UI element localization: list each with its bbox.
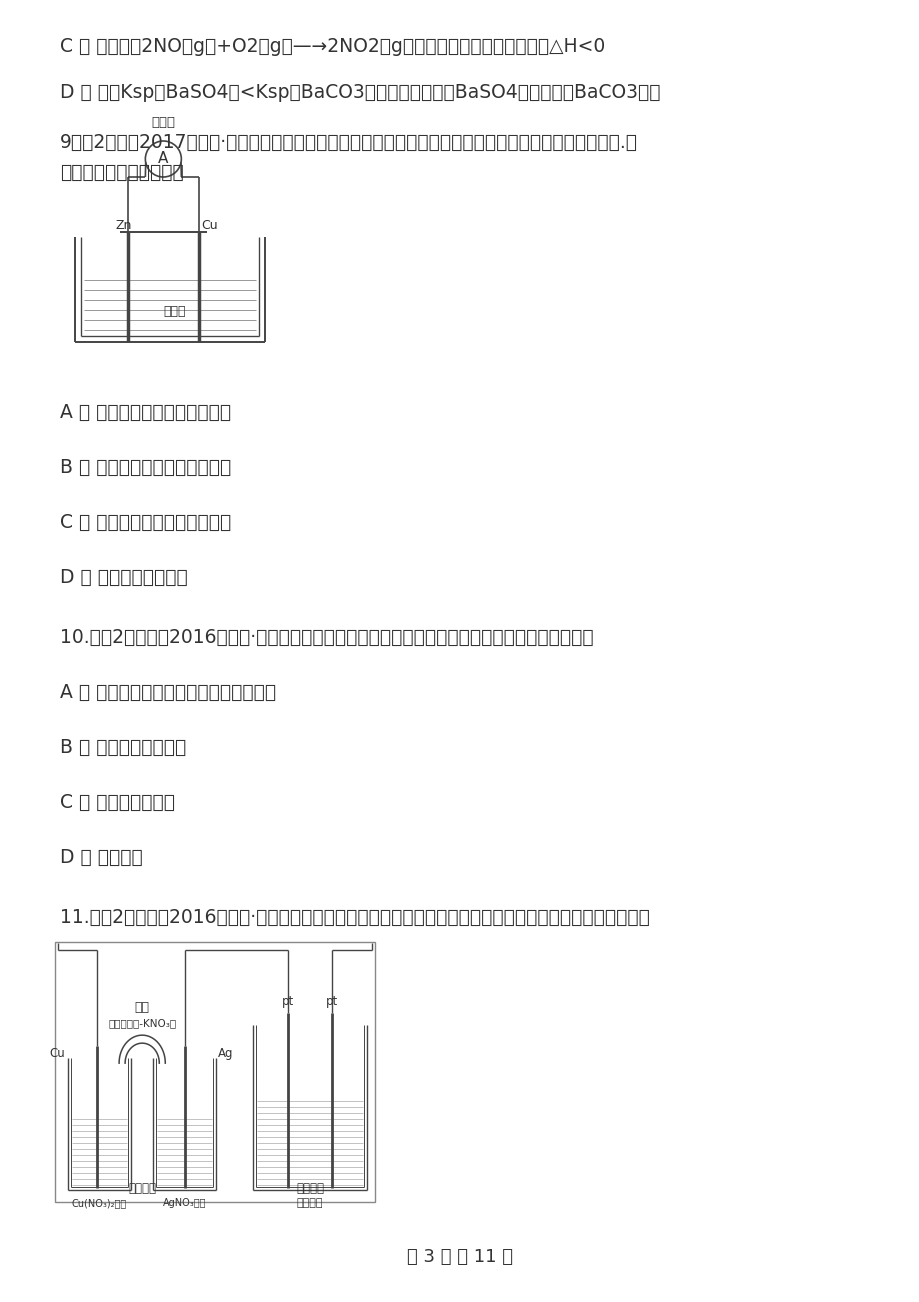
Text: D ． 水的分解: D ． 水的分解 xyxy=(60,848,142,867)
Circle shape xyxy=(145,141,181,177)
Text: pt: pt xyxy=(282,995,294,1008)
Text: C ． 一段时间后，铜片质量减轻: C ． 一段时间后，铜片质量减轻 xyxy=(60,513,231,531)
Text: C ． 石灰石高温崻烧: C ． 石灰石高温崻烧 xyxy=(60,793,175,811)
Text: （琼脂溶膜-KNO₃）: （琼脂溶膜-KNO₃） xyxy=(108,1018,176,1029)
Text: 稀硫酸: 稀硫酸 xyxy=(164,306,186,319)
Text: D ． 由于Ksp（BaSO4）<Ksp（BaCO3），因此不可能使BaSO4沉淀转化为BaCO3沉淀: D ． 由于Ksp（BaSO4）<Ksp（BaCO3），因此不可能使BaSO4沉… xyxy=(60,82,660,102)
Text: 电流计: 电流计 xyxy=(152,116,176,129)
Text: 列叙述正确的是（　　）: 列叙述正确的是（ ） xyxy=(60,163,184,181)
Text: 某盐溶液: 某盐溶液 xyxy=(297,1198,323,1208)
Text: C ． 常温下，2NO（g）+O2（g）—→2NO2（g）能够自发进行，则该反应的△H<0: C ． 常温下，2NO（g）+O2（g）—→2NO2（g）能够自发进行，则该反应… xyxy=(60,38,605,56)
Text: B ． 电流从铜片经导线流向锤片: B ． 电流从铜片经导线流向锤片 xyxy=(60,457,231,477)
Text: 10.　（2分）　（2016高一下·宁夏月考）下列反应中生成物总能量低于反应物总能量的是（　　）: 10. （2分） （2016高一下·宁夏月考）下列反应中生成物总能量低于反应物总… xyxy=(60,628,593,647)
Text: A ． 该装置将电能转变为化学能: A ． 该装置将电能转变为化学能 xyxy=(60,402,231,422)
Text: （甲池）: （甲池） xyxy=(128,1182,156,1195)
Text: Cu: Cu xyxy=(50,1047,65,1060)
Text: pt: pt xyxy=(325,995,338,1008)
Text: B ． 盐酸与金属镁反应: B ． 盐酸与金属镁反应 xyxy=(60,737,186,756)
Text: Zn: Zn xyxy=(115,219,131,232)
Text: A: A xyxy=(158,151,168,167)
Text: Cu(NO₃)₂溶液: Cu(NO₃)₂溶液 xyxy=(72,1198,127,1208)
Text: 盐桥: 盐桥 xyxy=(134,1001,150,1014)
Text: Cu: Cu xyxy=(201,219,218,232)
Text: （乙池）: （乙池） xyxy=(296,1182,323,1195)
Text: 9．（2分）（2017高二上·姜塾期末）如图所示，把锤片和铜片用导线相连后插入稀硫酸溶液中构成原电池.下: 9．（2分）（2017高二上·姜塾期末）如图所示，把锤片和铜片用导线相连后插入稀… xyxy=(60,133,637,151)
Bar xyxy=(55,943,375,1202)
Text: A ． 氯氧化钉晶体和氯化锨晶体混合反应: A ． 氯氧化钉晶体和氯化锨晶体混合反应 xyxy=(60,682,276,702)
Text: 第 3 页 共 11 页: 第 3 页 共 11 页 xyxy=(406,1249,513,1266)
Text: AgNO₃溶液: AgNO₃溶液 xyxy=(163,1198,207,1208)
Text: Ag: Ag xyxy=(218,1047,233,1060)
Text: 11.　（2分）　（2016高三上·河北期中）某同学组装了如图所示的电化学装置，则下列说法正确的是（　　）: 11. （2分） （2016高三上·河北期中）某同学组装了如图所示的电化学装置，… xyxy=(60,907,649,927)
Text: D ． 锤片发生还原反应: D ． 锤片发生还原反应 xyxy=(60,568,187,586)
